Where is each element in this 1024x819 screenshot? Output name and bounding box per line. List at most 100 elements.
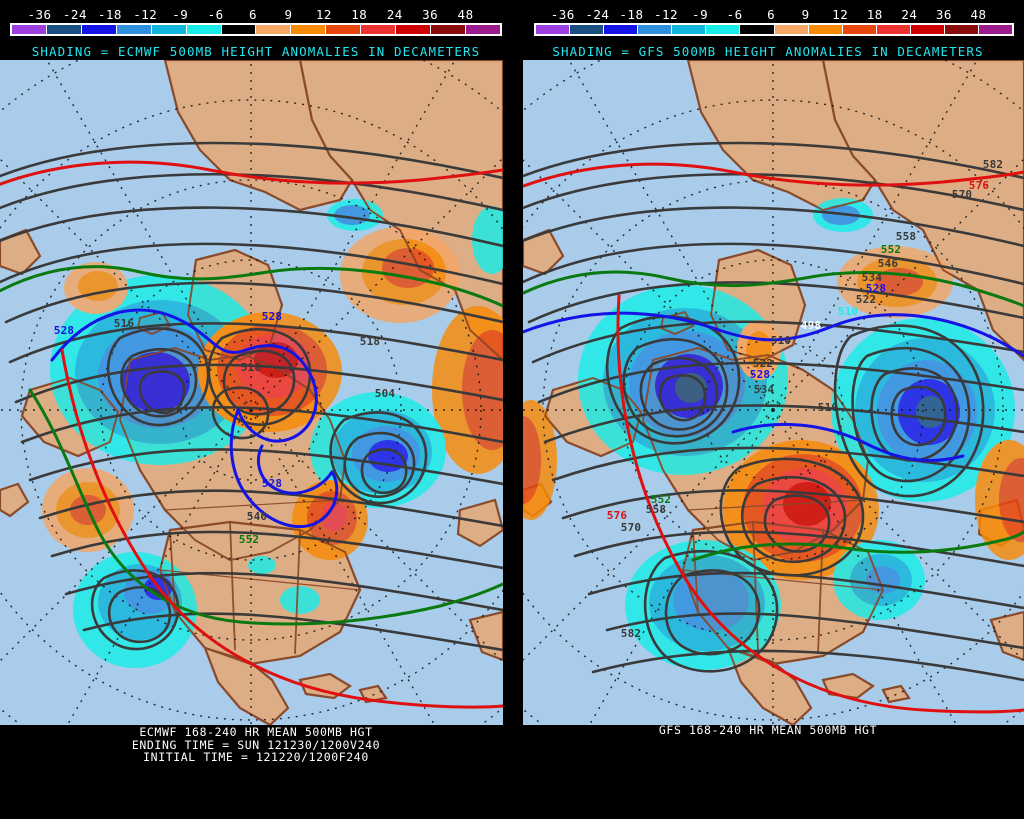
colorbar-gfs: -36 -24 -18 -12 -9 -6 6 9 12 18 24 36 48 <box>534 6 1014 58</box>
colorbar-swatch <box>431 25 466 34</box>
colorbar-swatch <box>396 25 432 34</box>
colorbar-swatch <box>326 25 362 34</box>
colorbar-tick: 36 <box>935 7 952 22</box>
colorbar-tick: -36 <box>550 7 575 22</box>
contour-label: 498 <box>801 319 821 332</box>
colorbar-tick: 18 <box>351 7 368 22</box>
colorbar-tick: -36 <box>27 7 52 22</box>
caption-line: ECMWF 168-240 HR MEAN 500MB HGT <box>139 725 373 739</box>
contour-label: 528 <box>750 368 770 381</box>
colorbar-swatch <box>151 25 187 34</box>
colorbar-swatch <box>12 25 47 34</box>
caption-gfs: GFS 168-240 HR MEAN 500MB HGT <box>512 724 1024 737</box>
contour-label: 582 <box>621 627 641 640</box>
colorbar-tick: 48 <box>457 7 474 22</box>
colorbar-swatch <box>638 25 673 34</box>
colorbar-tick: -12 <box>653 7 679 22</box>
contour-label: 558 <box>646 503 666 516</box>
colorbar-tick: 24 <box>901 7 918 22</box>
colorbar-ticks-gfs: -36 -24 -18 -12 -9 -6 6 9 12 18 24 36 48 <box>534 6 1014 23</box>
colorbar-ticks-ecmwf: -36 -24 -18 -12 -9 -6 6 9 12 18 24 36 48 <box>10 6 502 23</box>
colorbar-tick: 24 <box>386 7 403 22</box>
colorbar-swatch <box>808 25 843 34</box>
colorbar-swatch <box>876 25 911 34</box>
contour-label: 522 <box>753 357 773 370</box>
colorbar-swatch <box>570 25 605 34</box>
colorbar-swatch <box>774 25 809 34</box>
colorbar-tick: 6 <box>767 7 776 22</box>
map-gfs: 582 576 570 558 552 546 534 528 522 510 … <box>523 60 1024 725</box>
colorbar-swatch <box>944 25 980 34</box>
contour-label: 534 <box>862 271 883 284</box>
colorbar-swatch <box>842 25 877 34</box>
contour-label: 516 <box>241 361 262 374</box>
contour-label: 518 <box>360 335 380 348</box>
contour-label: 552 <box>239 533 259 546</box>
colorbar-swatch <box>740 25 775 34</box>
contour-label: 528 <box>262 477 282 490</box>
colorbar-tick: -18 <box>619 7 644 22</box>
contour-label: 552 <box>651 493 671 506</box>
colorbar-tick: -24 <box>585 7 610 22</box>
panel-ecmwf: -36 -24 -18 -12 -9 -6 6 9 12 18 24 36 48 <box>0 6 512 764</box>
colorbar-swatches-ecmwf <box>10 23 502 36</box>
contour-label: 576 <box>607 509 628 522</box>
colorbar-swatch <box>291 25 327 34</box>
shading-title-gfs: SHADING = GFS 500MB HEIGHT ANOMALIES IN … <box>552 44 984 59</box>
contour-label: 576 <box>969 179 990 192</box>
contour-label: 504 <box>375 387 396 400</box>
colorbar-swatch <box>186 25 222 34</box>
caption-line: INITIAL TIME = 121220/1200F240 <box>143 750 369 764</box>
colorbar-tick: -6 <box>207 7 224 22</box>
colorbar-swatch <box>604 25 639 34</box>
map-ecmwf: 516 528 528 516 518 504 528 540 552 <box>0 60 503 725</box>
colorbar-tick: 12 <box>832 7 849 22</box>
contour-label: 528 <box>262 310 282 323</box>
shading-title-ecmwf: SHADING = ECMWF 500MB HEIGHT ANOMALIES I… <box>31 44 481 59</box>
colorbar-swatch <box>465 25 500 34</box>
colorbar-swatch <box>706 25 741 34</box>
panel-gfs: -36 -24 -18 -12 -9 -6 6 9 12 18 24 36 48 <box>512 0 1024 819</box>
colorbar-swatch <box>361 25 397 34</box>
contour-label: 570 <box>952 188 972 201</box>
contour-label: 582 <box>983 158 1003 171</box>
contour-label: 516 <box>114 317 135 330</box>
contour-label: 558 <box>896 230 916 243</box>
contour-label: 570 <box>621 521 641 534</box>
colorbar-tick: 48 <box>970 7 987 22</box>
contour-label: 510 <box>838 305 858 318</box>
colorbar-swatch <box>536 25 571 34</box>
colorbar-ecmwf: -36 -24 -18 -12 -9 -6 6 9 12 18 24 36 48 <box>10 6 502 58</box>
colorbar-tick: -12 <box>133 7 158 22</box>
contour-label: 510 <box>771 334 791 347</box>
contour-label: 540 <box>247 510 267 523</box>
colorbar-swatch <box>979 25 1013 34</box>
caption-ecmwf: ECMWF 168-240 HR MEAN 500MB HGT ENDING T… <box>0 726 512 764</box>
colorbar-swatch <box>910 25 945 34</box>
colorbar-tick: -9 <box>172 7 189 22</box>
colorbar-swatch <box>46 25 82 34</box>
colorbar-swatch <box>672 25 707 34</box>
colorbar-swatch <box>81 25 117 34</box>
colorbar-swatch <box>221 25 257 34</box>
contour-label: 528 <box>866 282 886 295</box>
contour-label: 522 <box>856 293 876 306</box>
caption-line: ENDING TIME = SUN 121230/1200V240 <box>131 737 381 752</box>
colorbar-swatch <box>116 25 152 34</box>
contour-label: 552 <box>881 243 901 256</box>
colorbar-tick: -6 <box>726 7 743 22</box>
colorbar-tick: -24 <box>62 7 87 22</box>
caption-line: GFS 168-240 HR MEAN 500MB HGT <box>658 723 878 737</box>
colorbar-tick: 36 <box>422 7 439 22</box>
colorbar-tick: 6 <box>249 7 258 22</box>
colorbar-swatches-gfs <box>534 23 1014 36</box>
contour-label: 546 <box>878 257 899 270</box>
colorbar-tick: 18 <box>866 7 883 22</box>
contour-label: 528 <box>54 324 74 337</box>
colorbar-tick: 9 <box>801 7 810 22</box>
colorbar-tick: 12 <box>315 7 332 22</box>
contour-label: 510 <box>818 401 838 414</box>
colorbar-tick: -9 <box>692 7 709 22</box>
contour-label: 534 <box>754 383 775 396</box>
